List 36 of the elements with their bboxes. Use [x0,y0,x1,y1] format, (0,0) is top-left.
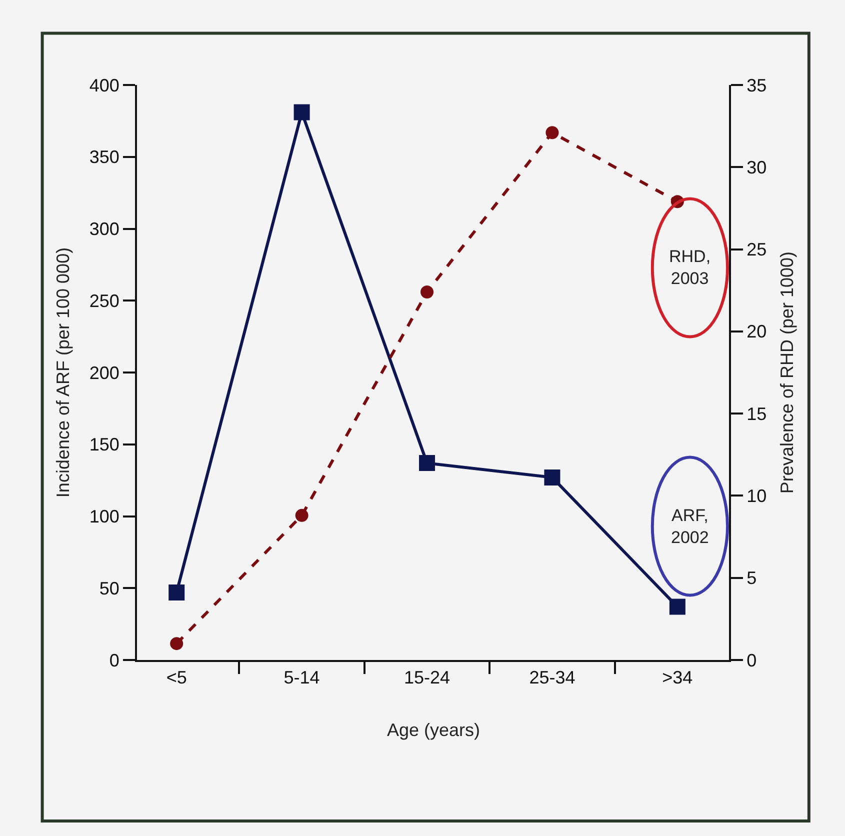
y2-axis-title: Prevalence of RHD (per 1000) [777,251,798,494]
point [295,508,308,522]
y-tick-label: 100 [89,506,120,527]
text: RHD, 2003 [669,247,711,288]
point [544,469,560,486]
x-axis-title: Age (years) [387,720,480,740]
y-tick-label: 150 [89,434,120,455]
y-tick-label: 0 [109,650,120,670]
x-tick-label: >34 [662,668,693,688]
point [419,455,436,472]
y2-tick-label: 30 [746,157,767,178]
y-tick-label: 200 [89,362,120,383]
point [170,637,184,650]
x-tick-label: 15-24 [404,668,450,688]
point [546,126,559,140]
point [168,584,185,600]
y2-tick-label: 10 [746,486,767,506]
y2-tick-label: 35 [746,75,767,96]
y-tick-label: 350 [89,147,120,168]
point [669,598,686,615]
y-tick-label: 250 [89,290,120,311]
x-tick-label: 25-34 [529,668,576,688]
y2-tick-label: 5 [746,568,757,588]
y-tick-label: 400 [89,75,120,96]
text: ARF, 2002 [671,506,709,548]
x-tick-label: <5 [166,668,187,688]
y-tick-label: 300 [89,219,120,240]
y-tick-label: 50 [99,578,120,598]
point [420,286,434,298]
y2-tick-label: 20 [746,322,767,342]
y-axis-title: Incidence of ARF (per 100 000) [53,247,74,498]
y2-tick-label: 15 [746,404,767,424]
point [294,104,310,120]
y2-tick-label: 25 [746,240,767,260]
x-tick-label: 5-14 [284,668,320,688]
y2-tick-label: 0 [746,650,757,670]
